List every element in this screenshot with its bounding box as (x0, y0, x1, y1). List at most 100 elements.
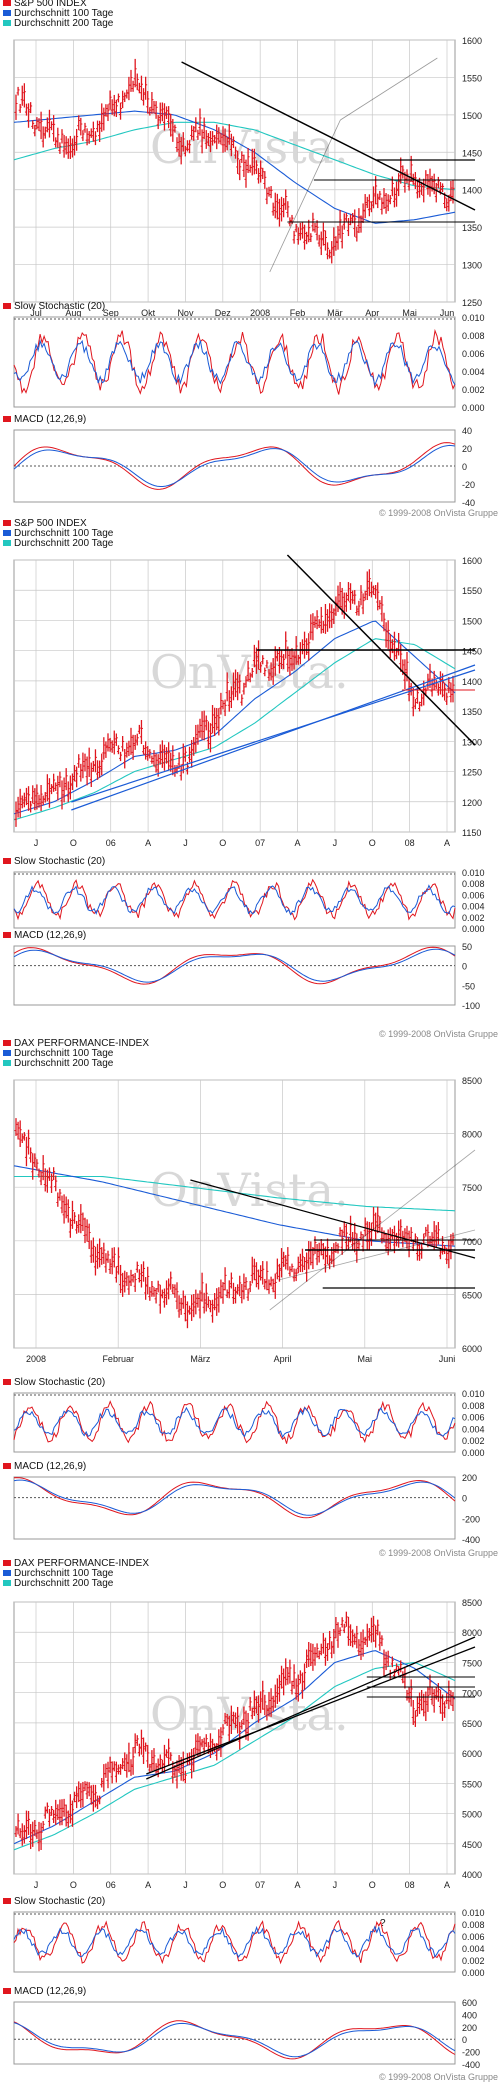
x-tick-label: Okt (141, 308, 156, 318)
copyright-text: © 1999-2008 OnVista Gruppe (379, 1029, 498, 1039)
legend-swatch (3, 20, 11, 26)
stoch-tick-label: 0.002 (462, 913, 485, 923)
legend-swatch (3, 1060, 11, 1066)
y-tick-label: 6500 (462, 1719, 482, 1729)
macd-line (13, 2020, 456, 2060)
y-tick-label: 5000 (462, 1810, 482, 1820)
ma200-line (13, 1662, 456, 1851)
y-tick-label: 1600 (462, 36, 482, 46)
stoch-line (13, 1919, 456, 1965)
legend-swatch (3, 1560, 11, 1566)
stoch-swatch (3, 1379, 11, 1385)
macd-signal (13, 444, 456, 487)
y-tick-label: 1200 (462, 798, 482, 808)
y-tick-label: 6500 (462, 1290, 482, 1300)
stoch-swatch (3, 303, 11, 309)
macd-tick-label: 0 (462, 2035, 467, 2045)
macd-signal (13, 1479, 456, 1516)
stoch-title: Slow Stochastic (20) (14, 1896, 105, 1907)
legend-label: Durchschnitt 100 Tage (14, 528, 114, 539)
stoch-panel (13, 871, 456, 929)
y-tick-label: 1250 (462, 768, 482, 778)
x-tick-label: Jul (30, 308, 42, 318)
y-tick-label: 4500 (462, 1840, 482, 1850)
stoch-tick-label: 0.006 (462, 1413, 485, 1423)
copyright-text: © 1999-2008 OnVista Gruppe (379, 1548, 498, 1558)
copyright-text: © 1999-2008 OnVista Gruppe (379, 508, 498, 518)
trendline (181, 61, 476, 211)
y-tick-label: 1150 (462, 828, 481, 838)
trendline (71, 664, 476, 811)
macd-swatch (3, 1988, 11, 1994)
trendline (146, 1636, 476, 1780)
macd-tick-label: -200 (462, 2048, 480, 2058)
y-tick-label: 1300 (462, 261, 482, 271)
macd-swatch (3, 932, 11, 938)
y-tick-label: 1350 (462, 223, 482, 233)
stoch-tick-label: 0.004 (462, 1424, 485, 1434)
trendline (190, 1179, 476, 1259)
legend-swatch (3, 1580, 11, 1586)
x-tick-label: Feb (290, 308, 306, 318)
x-tick-label: J (34, 1880, 39, 1890)
macd-tick-label: -100 (462, 1001, 480, 1011)
stoch-swatch (3, 1898, 11, 1904)
macd-title: MACD (12,26,9) (14, 414, 86, 425)
macd-title: MACD (12,26,9) (14, 930, 86, 941)
stoch-tick-label: 0.000 (462, 1968, 485, 1978)
macd-swatch (3, 1463, 11, 1469)
macd-tick-label: -400 (462, 1535, 480, 1545)
legend-label: Durchschnitt 100 Tage (14, 8, 114, 19)
x-tick-label: A (444, 838, 450, 848)
ma100-line (13, 110, 456, 224)
legend-swatch (3, 540, 11, 546)
macd-panel (13, 2001, 456, 2065)
price-bars (14, 58, 455, 264)
x-tick-label: Mai (358, 1354, 373, 1364)
y-tick-label: 7000 (462, 1689, 482, 1699)
macd-tick-label: 0 (462, 962, 467, 972)
y-tick-label: 8000 (462, 1628, 482, 1638)
y-tick-label: 8000 (462, 1130, 482, 1140)
stoch-signal (13, 338, 456, 387)
macd-tick-label: 400 (462, 2010, 477, 2020)
ma200-line (13, 638, 456, 821)
price-bars (14, 569, 455, 827)
stoch-tick-label: 0.008 (462, 1401, 485, 1411)
macd-tick-label: 0 (462, 462, 467, 472)
legend-label: Durchschnitt 100 Tage (14, 1048, 114, 1059)
legend-label: Durchschnitt 100 Tage (14, 1568, 114, 1579)
x-tick-label: 06 (106, 838, 116, 848)
trendlines (181, 57, 476, 273)
y-tick-label: 5500 (462, 1779, 482, 1789)
stoch-line (13, 1400, 456, 1444)
watermark: OnVista. (150, 1163, 349, 1217)
stoch-tick-label: 0.000 (462, 1448, 485, 1458)
x-tick-label: Mai (402, 308, 417, 318)
stoch-signal (13, 884, 456, 916)
macd-tick-label: -20 (462, 480, 475, 490)
x-tick-label: A (444, 1880, 450, 1890)
stoch-tick-label: 0.000 (462, 403, 485, 413)
x-tick-label: 2008 (250, 308, 270, 318)
x-tick-label: O (70, 838, 77, 848)
legend-label: Durchschnitt 200 Tage (14, 1578, 114, 1589)
stoch-line (13, 878, 456, 921)
stoch-tick-label: 0.006 (462, 890, 485, 900)
x-tick-label: A (145, 1880, 151, 1890)
x-tick-label: A (295, 1880, 301, 1890)
stoch-tick-label: 0.010 (462, 313, 485, 323)
x-tick-label: Dez (215, 308, 232, 318)
stoch-tick-label: 0.008 (462, 331, 485, 341)
x-tick-label: O (369, 1880, 376, 1890)
x-tick-label: 2008 (26, 1354, 46, 1364)
price-bars (14, 1118, 455, 1329)
stoch-title: Slow Stochastic (20) (14, 856, 105, 867)
y-tick-label: 8500 (462, 1598, 482, 1608)
stoch-tick-label: 0.010 (462, 1389, 485, 1399)
x-tick-label: J (183, 1880, 188, 1890)
